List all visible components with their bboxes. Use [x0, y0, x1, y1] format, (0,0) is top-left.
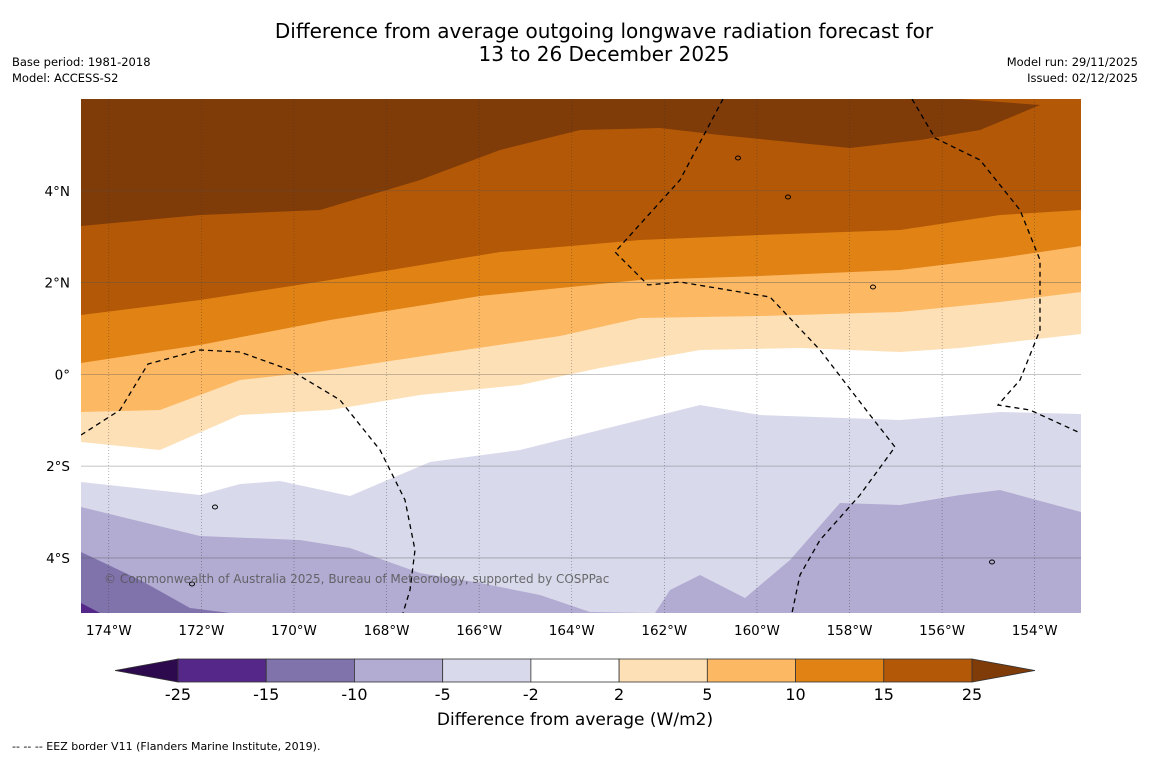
lon-tick-label: 166°W — [456, 623, 502, 639]
chart-title: Difference from average outgoing longwav… — [0, 20, 1150, 66]
contour-band — [81, 490, 1081, 613]
footnote: -- -- -- EEZ border V11 (Flanders Marine… — [12, 740, 321, 753]
colorbar-tick-label: 2 — [614, 685, 624, 704]
colorbar-tick-label: 10 — [785, 685, 805, 704]
colorbar: -25 -15 -10 -5 -2 2 5 10 15 25 — [114, 658, 1036, 704]
issued-date: Issued: 02/12/2025 — [1027, 70, 1138, 85]
copyright-text: © Commonwealth of Australia 2025, Bureau… — [104, 572, 609, 586]
colorbar-swatch — [265, 658, 355, 683]
colorbar-swatch — [530, 658, 620, 683]
lat-tick-label: 0° — [55, 367, 70, 383]
eez-border — [81, 99, 1079, 613]
colorbar-swatch — [883, 658, 973, 683]
contour-band — [81, 552, 230, 613]
island-outline — [212, 504, 218, 510]
lon-tick-label: 174°W — [86, 623, 132, 639]
lon-tick-label: 154°W — [1012, 623, 1058, 639]
lon-tick-label: 170°W — [271, 623, 317, 639]
colorbar-swatch — [618, 658, 708, 683]
island-outline — [870, 284, 876, 290]
colorbar-swatch — [354, 658, 444, 683]
graticule — [81, 99, 1081, 613]
island-outline — [189, 581, 195, 587]
colorbar-swatch — [795, 658, 885, 683]
lon-tick-label: 172°W — [178, 623, 224, 639]
model-name: Model: ACCESS-S2 — [12, 70, 119, 85]
colorbar-tick-label: 25 — [962, 685, 982, 704]
lat-tick-label: 4°S — [46, 551, 70, 567]
model-run: Model run: 29/11/2025 — [1006, 55, 1138, 69]
colorbar-swatch — [177, 658, 267, 683]
island-outline — [785, 194, 791, 200]
colorbar-label: Difference from average (W/m2) — [436, 710, 714, 730]
colorbar-tick-label: -5 — [435, 685, 451, 704]
lon-tick-label: 156°W — [919, 623, 965, 639]
lat-tick-label: 2°N — [45, 276, 70, 292]
colorbar-extend-min — [114, 658, 179, 683]
lon-tick-label: 162°W — [641, 623, 687, 639]
colorbar-tick-label: -25 — [165, 685, 191, 704]
lon-tick-label: 160°W — [734, 623, 780, 639]
island-outline — [735, 155, 741, 161]
colorbar-extend-max — [971, 658, 1036, 683]
lon-tick-label: 164°W — [549, 623, 595, 639]
colorbar-tick-label: -10 — [341, 685, 367, 704]
lat-tick-label: 4°N — [45, 184, 70, 200]
colorbar-tick-label: 15 — [874, 685, 894, 704]
island-outline — [989, 559, 995, 565]
eez-border-line — [81, 349, 416, 613]
axes: 174°W 172°W 170°W 168°W 166°W 164°W 162°W 160°W… — [45, 184, 1058, 639]
contour-band — [81, 603, 100, 613]
anomaly-field — [81, 99, 1081, 613]
colorbar-swatch — [442, 658, 532, 683]
colorbar-swatch — [706, 658, 796, 683]
colorbar-tick-label: -15 — [253, 685, 279, 704]
meta-right: Model run: 29/11/2025 Issued: 02/12/2025 — [1007, 55, 1138, 86]
base-period: Base period: 1981-2018 — [12, 55, 151, 69]
title-line-1: Difference from average outgoing longwav… — [274, 19, 934, 43]
lat-tick-label: 2°S — [46, 459, 70, 475]
colorbar-tick-label: -2 — [523, 685, 539, 704]
lon-tick-label: 158°W — [827, 623, 873, 639]
colorbar-tick-label: 5 — [702, 685, 712, 704]
title-line-2: 13 to 26 December 2025 — [478, 42, 730, 66]
lon-tick-label: 168°W — [364, 623, 410, 639]
meta-left: Base period: 1981-2018 Model: ACCESS-S2 — [12, 55, 151, 86]
